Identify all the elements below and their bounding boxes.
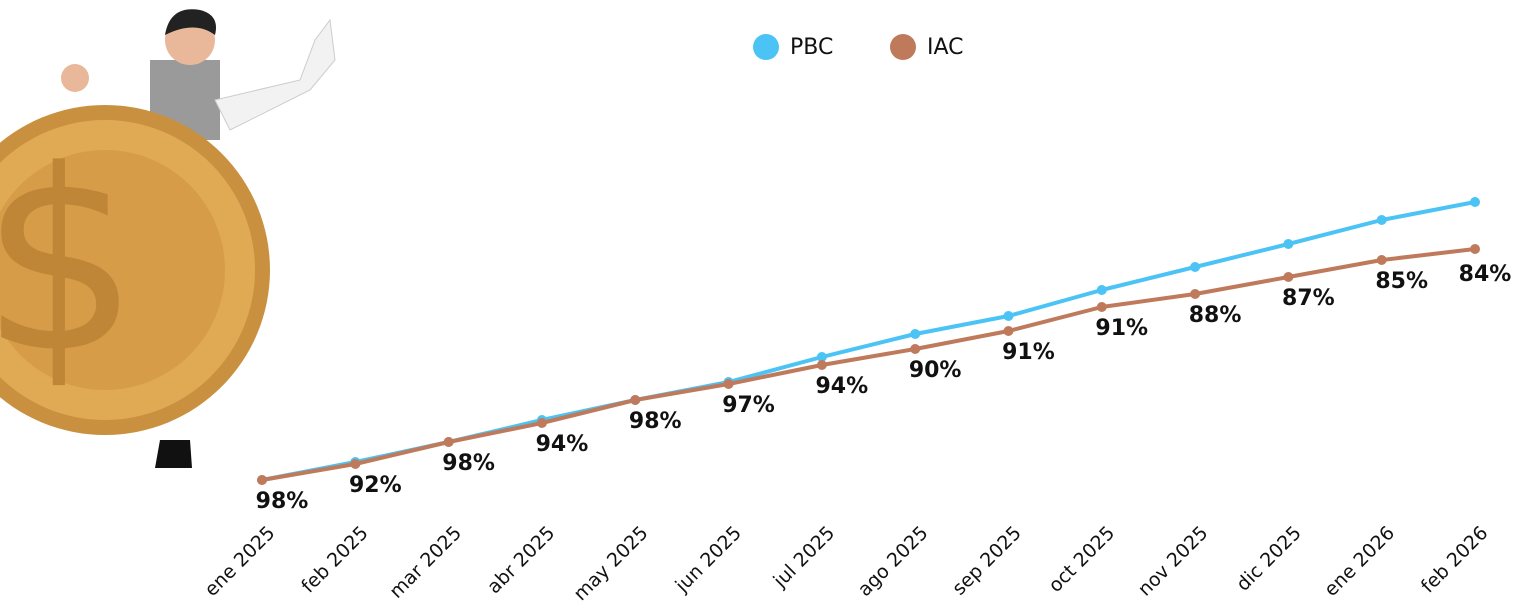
point <box>1096 285 1107 295</box>
svg-text:$: $ <box>0 116 140 407</box>
x-tick-label: may 2025 <box>569 522 652 605</box>
data-label: 98% <box>256 489 309 514</box>
point <box>630 395 641 405</box>
legend-marker <box>890 34 916 60</box>
point <box>910 344 921 354</box>
point <box>1003 311 1014 321</box>
point <box>1190 289 1201 299</box>
legend-label: PBC <box>790 35 833 60</box>
point <box>1470 244 1480 254</box>
x-tick-label: ene 2025 <box>200 522 279 601</box>
data-label: 91% <box>1095 316 1148 341</box>
point <box>1470 197 1480 207</box>
x-tick-label: jul 2025 <box>769 522 840 593</box>
line-series <box>261 247 1476 482</box>
point <box>536 418 547 428</box>
point <box>1376 215 1387 225</box>
data-label: 97% <box>722 393 775 418</box>
point <box>350 459 361 469</box>
point <box>257 475 267 485</box>
point <box>816 352 827 362</box>
x-tick-label: ene 2026 <box>1320 522 1399 601</box>
point <box>1096 302 1107 312</box>
x-tick-label: nov 2025 <box>1134 522 1213 601</box>
data-label: 84% <box>1459 262 1512 287</box>
data-label: 85% <box>1375 269 1428 294</box>
data-label: 88% <box>1189 303 1242 328</box>
point <box>443 437 454 447</box>
point <box>910 329 921 339</box>
point <box>1283 272 1294 282</box>
point <box>1283 239 1294 249</box>
data-label: 91% <box>1002 340 1055 365</box>
point <box>723 379 734 389</box>
x-tick-label: feb 2025 <box>297 522 373 598</box>
x-tick-label: oct 2025 <box>1044 522 1119 597</box>
illustration: $ <box>0 9 336 468</box>
data-label: 87% <box>1282 286 1335 311</box>
data-label: 94% <box>816 374 869 399</box>
x-tick-label: jun 2025 <box>670 522 745 597</box>
x-tick-label: dic 2025 <box>1232 522 1306 596</box>
legend-marker <box>753 34 779 60</box>
data-label: 98% <box>442 451 495 476</box>
data-label: 92% <box>349 473 402 498</box>
x-tick-label: ago 2025 <box>854 522 933 601</box>
legend-label: IAC <box>927 35 964 60</box>
point <box>1190 262 1201 272</box>
x-tick-label: sep 2025 <box>948 522 1026 600</box>
data-label: 94% <box>536 432 589 457</box>
point <box>1003 326 1014 336</box>
data-label: 98% <box>629 409 682 434</box>
point <box>816 360 827 370</box>
x-tick-label: mar 2025 <box>385 522 466 603</box>
x-tick-label: feb 2026 <box>1417 522 1493 598</box>
data-label: 90% <box>909 358 962 383</box>
x-tick-label: abr 2025 <box>483 522 559 598</box>
point <box>1376 255 1387 265</box>
